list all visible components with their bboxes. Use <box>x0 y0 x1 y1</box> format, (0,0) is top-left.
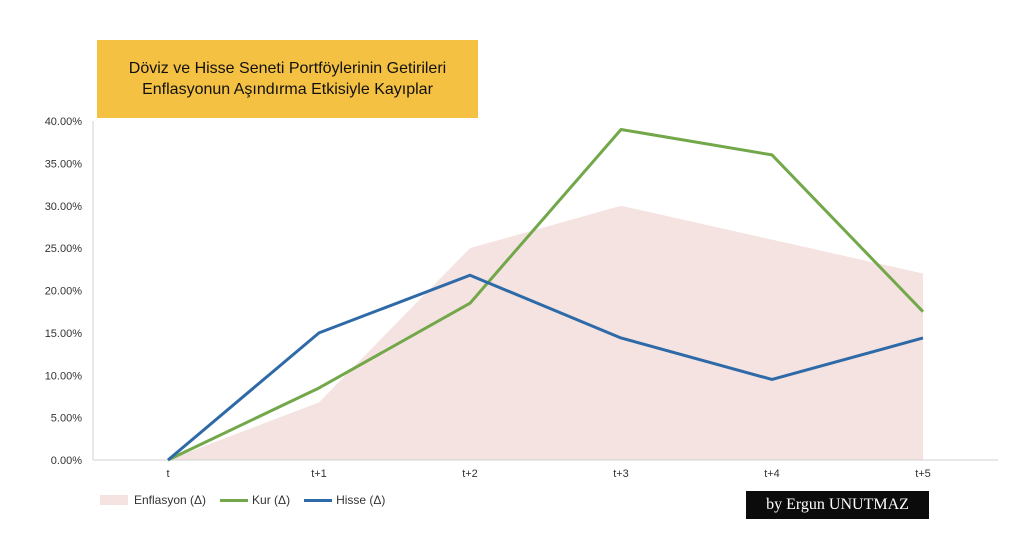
y-tick-label: 30.00% <box>45 201 83 213</box>
legend-label-enflasyon: Enflasyon (Δ) <box>134 493 207 507</box>
x-tick-labels: t t+1 t+2 t+3 t+4 t+5 <box>166 468 930 480</box>
legend-swatch-hisse <box>304 498 333 502</box>
legend-label-hisse: Hisse (Δ) <box>336 493 386 507</box>
y-tick-label: 5.00% <box>51 413 82 425</box>
legend-swatch-kur <box>220 498 249 502</box>
area-series-group <box>168 205 923 460</box>
line-series-kur <box>167 127 925 462</box>
x-tick-label: t <box>166 468 169 480</box>
author-credit: by Ergun UNUTMAZ <box>746 491 929 519</box>
legend: Enflasyon (Δ) Kur (Δ) Hisse (Δ) <box>100 493 399 507</box>
y-tick-label: 40.00% <box>45 116 83 128</box>
y-tick-label: 35.00% <box>45 158 83 170</box>
chart-title: Döviz ve Hisse Seneti Portföylerinin Get… <box>97 40 478 118</box>
legend-swatch-enflasyon <box>100 495 128 505</box>
y-tick-labels: 0.00% 5.00% 10.00% 15.00% 20.00% 25.00% 30.00%… <box>45 116 83 467</box>
y-tick-label: 25.00% <box>45 243 83 255</box>
chart-title-line-1: Döviz ve Hisse Seneti Portföylerinin Get… <box>128 60 447 77</box>
line-series-hisse <box>167 273 924 462</box>
axes <box>92 121 998 461</box>
x-tick-label: t+3 <box>613 468 629 480</box>
area-series-enflasyon <box>168 205 923 460</box>
legend-item-hisse: Hisse (Δ) <box>304 493 385 507</box>
chart-title-line-2: Enflasyonun Aşındırma Etkisiyle Kayıplar <box>142 81 433 98</box>
y-tick-label: 15.00% <box>45 328 83 340</box>
legend-item-kur: Kur (Δ) <box>220 493 290 507</box>
y-tick-label: 20.00% <box>45 286 83 298</box>
legend-label-kur: Kur (Δ) <box>252 493 291 507</box>
y-tick-label: 0.00% <box>51 455 82 467</box>
x-tick-label: t+5 <box>915 468 931 480</box>
x-tick-label: t+2 <box>462 468 478 480</box>
line-series-group <box>167 127 925 462</box>
x-tick-label: t+1 <box>311 468 327 480</box>
y-tick-label: 10.00% <box>45 370 83 382</box>
legend-item-enflasyon: Enflasyon (Δ) <box>100 493 206 507</box>
x-tick-label: t+4 <box>764 468 780 480</box>
